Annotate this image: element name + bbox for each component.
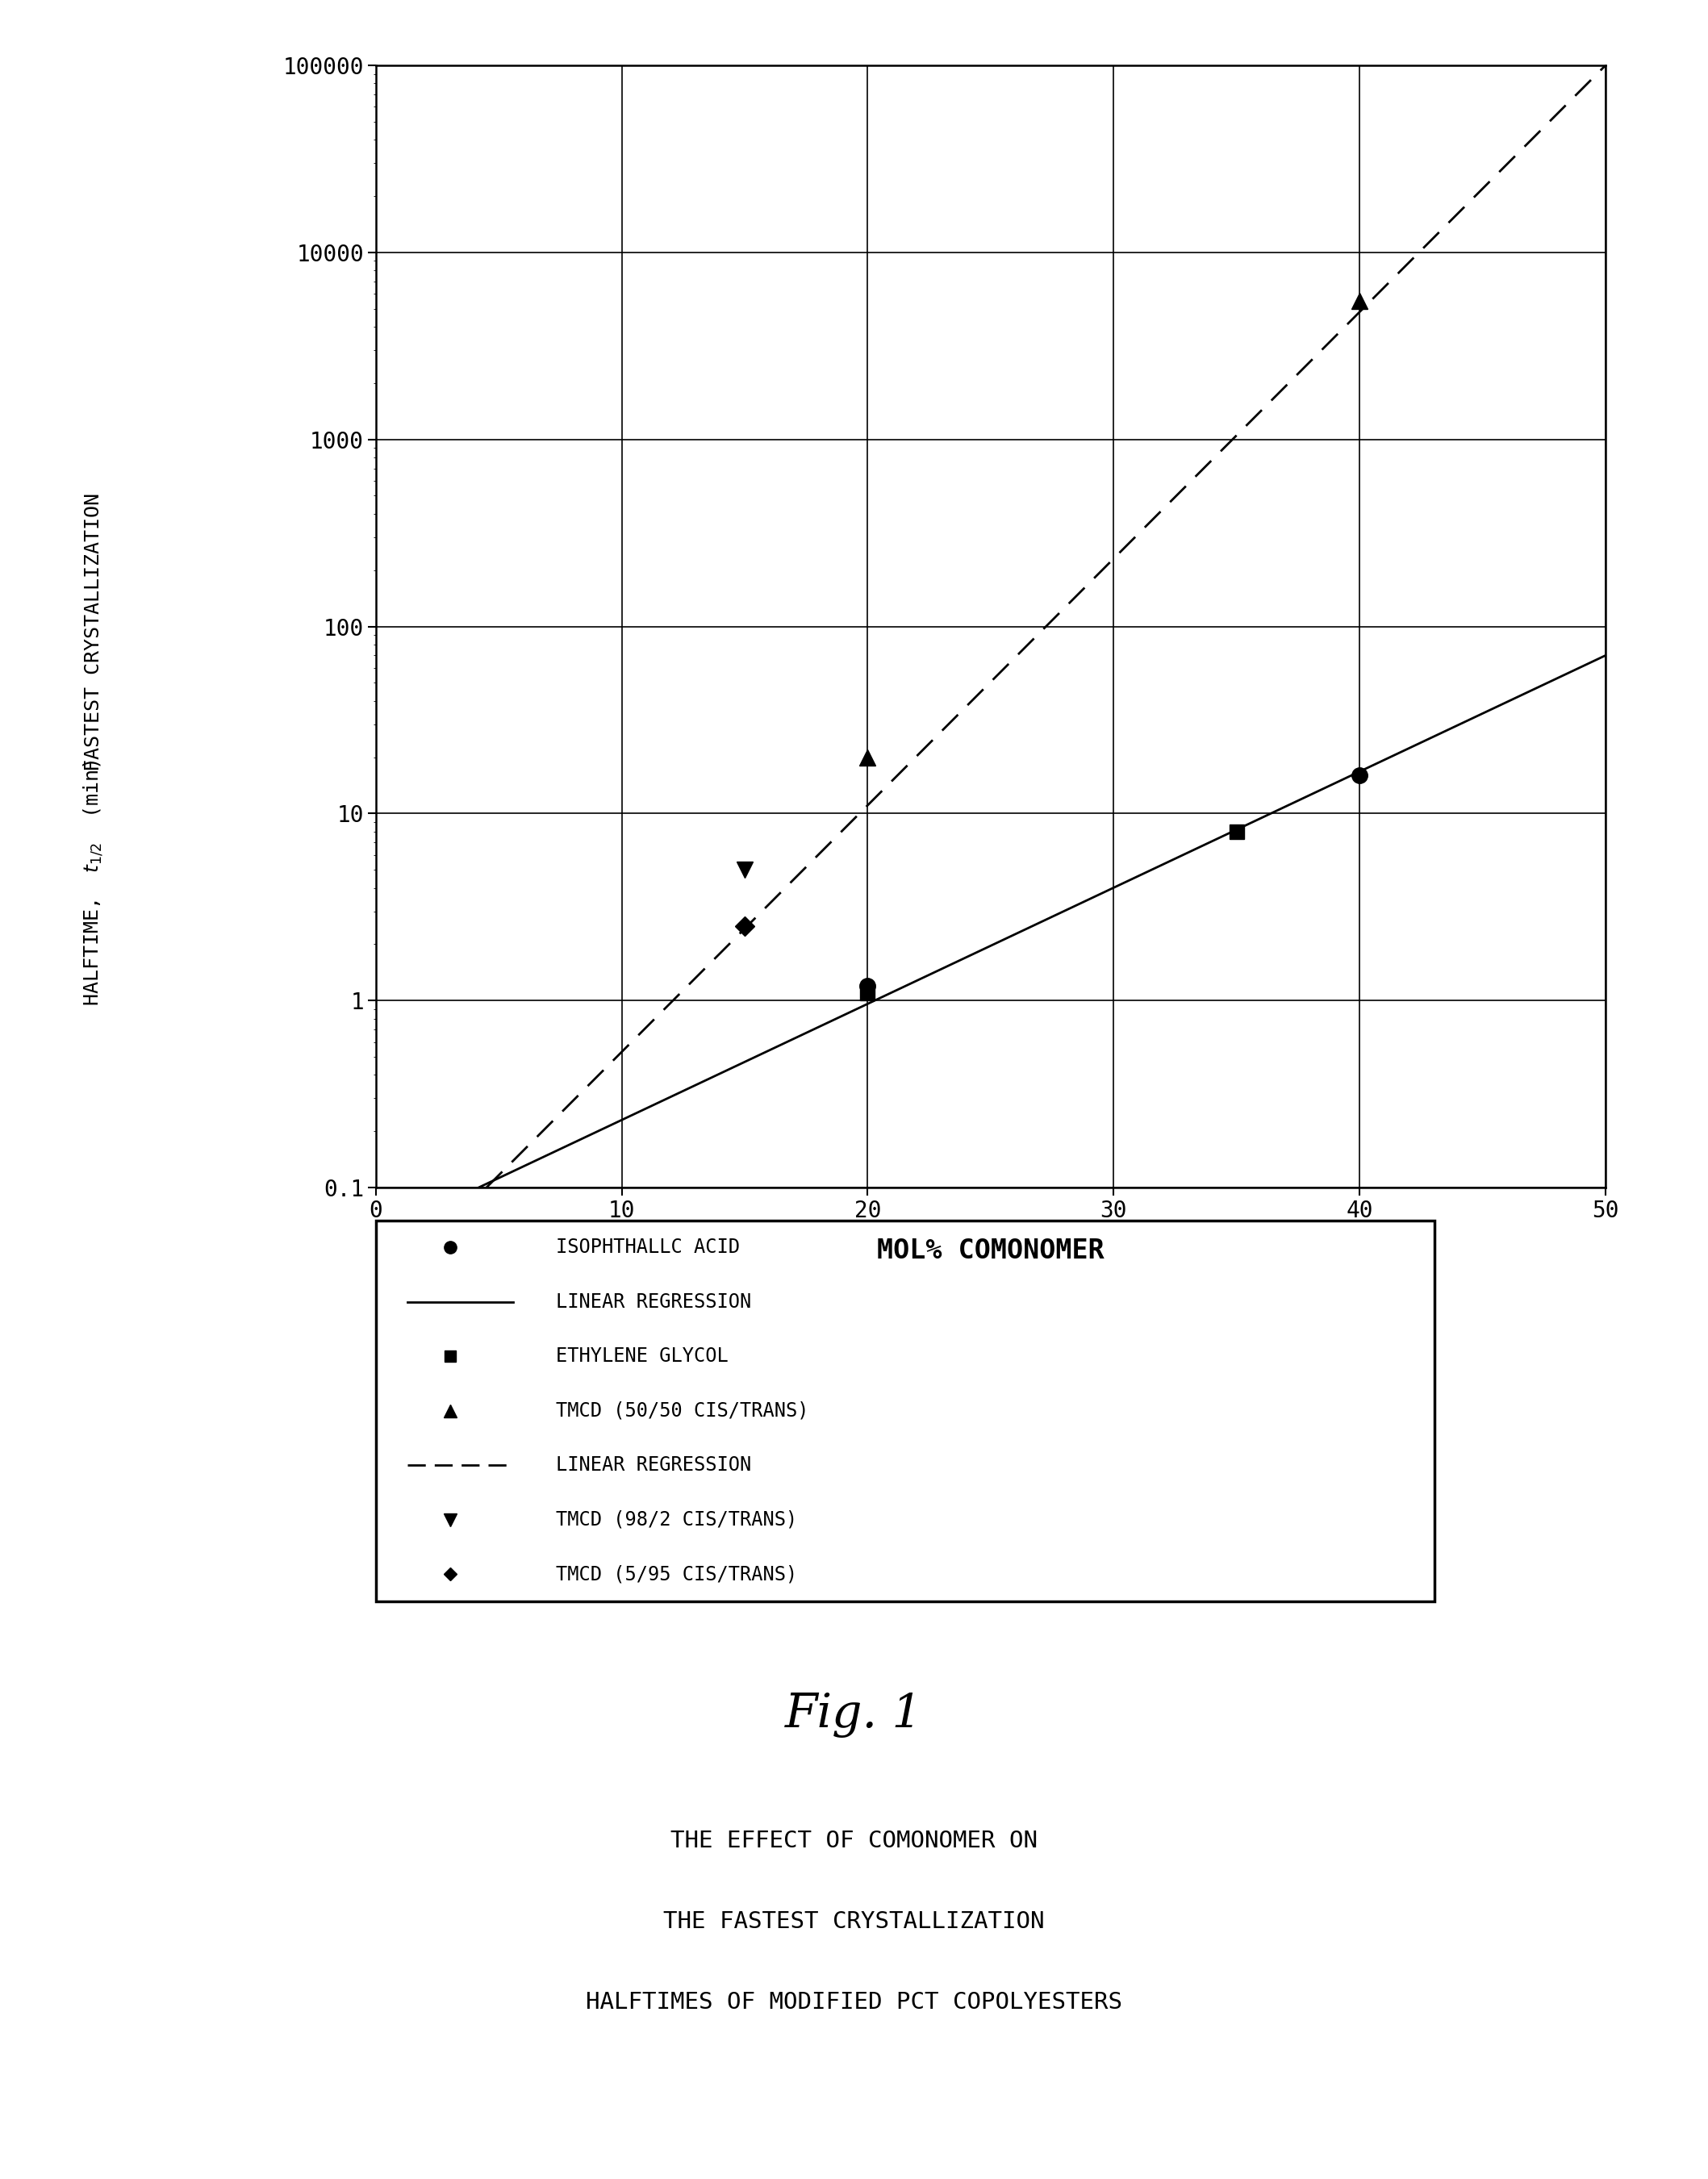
Text: TMCD (5/95 CIS/TRANS): TMCD (5/95 CIS/TRANS): [555, 1565, 798, 1584]
Text: HALFTIME,  $t_{1/2}$  (min): HALFTIME, $t_{1/2}$ (min): [82, 758, 106, 1007]
Text: THE EFFECT OF COMONOMER ON: THE EFFECT OF COMONOMER ON: [671, 1830, 1037, 1852]
Text: HALFTIMES OF MODIFIED PCT COPOLYESTERS: HALFTIMES OF MODIFIED PCT COPOLYESTERS: [586, 1992, 1122, 2013]
Text: ISOPHTHALLC ACID: ISOPHTHALLC ACID: [555, 1238, 740, 1257]
Text: TMCD (98/2 CIS/TRANS): TMCD (98/2 CIS/TRANS): [555, 1510, 798, 1530]
Text: TMCD (50/50 CIS/TRANS): TMCD (50/50 CIS/TRANS): [555, 1401, 808, 1421]
Text: LINEAR REGRESSION: LINEAR REGRESSION: [555, 1292, 752, 1312]
Text: ETHYLENE GLYCOL: ETHYLENE GLYCOL: [555, 1347, 728, 1366]
Text: LINEAR REGRESSION: LINEAR REGRESSION: [555, 1456, 752, 1475]
Text: THE FASTEST CRYSTALLIZATION: THE FASTEST CRYSTALLIZATION: [663, 1911, 1045, 1933]
X-axis label: MOL% COMONOMER: MOL% COMONOMER: [876, 1238, 1105, 1264]
Text: Fig. 1: Fig. 1: [786, 1693, 922, 1737]
Text: FASTEST CRYSTALLIZATION: FASTEST CRYSTALLIZATION: [84, 492, 104, 771]
